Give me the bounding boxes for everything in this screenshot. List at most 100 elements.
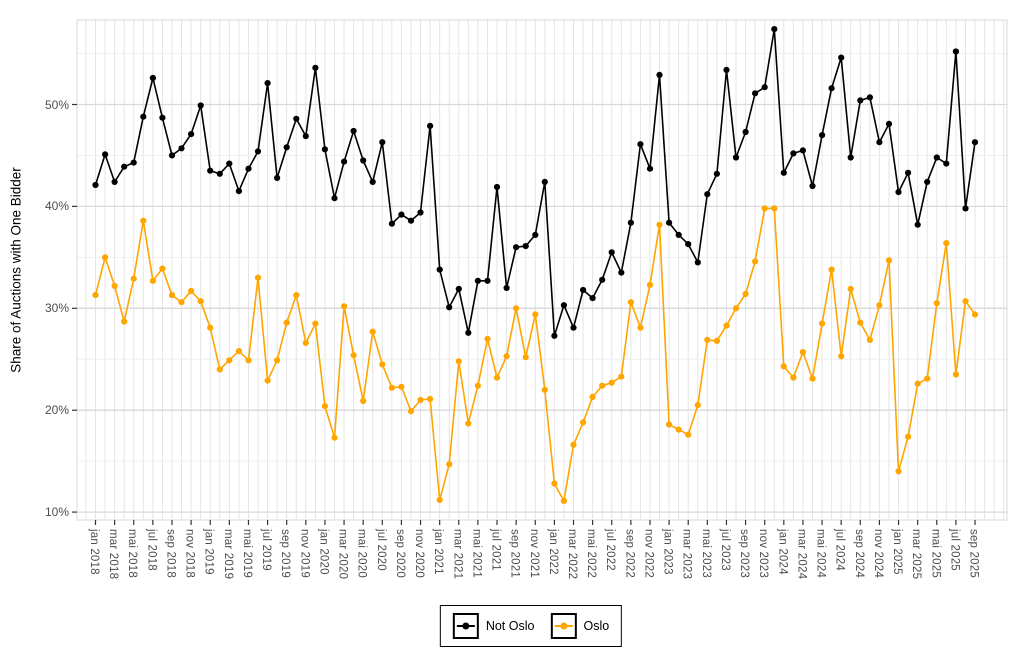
point-oslo [790,374,797,381]
point-oslo [828,266,835,273]
x-tick-label: jul 2022 [604,529,617,571]
point-oslo [407,408,415,415]
point-not-oslo [465,329,472,336]
x-tick-label: mai 2020 [355,529,368,578]
point-not-oslo [570,324,577,331]
point-not-oslo [121,163,128,170]
x-tick-label: jan 2024 [776,529,789,575]
legend: Not Oslo Oslo [439,605,623,647]
point-not-oslo [149,74,156,82]
x-tick-label: nov 2023 [757,529,770,578]
x-tick-label: mar 2022 [566,529,578,580]
point-oslo [704,336,711,343]
point-not-oslo [541,178,548,185]
point-not-oslo [656,71,663,78]
x-tick-label: jan 2020 [317,529,330,575]
point-not-oslo [417,209,424,216]
point-not-oslo [933,154,940,161]
point-not-oslo [752,90,759,97]
point-oslo [197,298,204,305]
point-not-oslo [780,169,787,176]
point-oslo [637,324,644,331]
x-tick-label: mai 2021 [470,529,483,578]
point-not-oslo [398,211,405,218]
point-oslo [245,357,252,364]
point-not-oslo [580,286,587,294]
point-oslo [446,461,453,468]
point-oslo [465,420,472,427]
y-tick-label: 40% [44,199,69,214]
point-oslo [216,366,223,373]
point-oslo [283,319,290,326]
y-tick-label: 20% [44,403,69,418]
point-oslo [905,433,912,440]
x-tick-label: sep 2018 [164,529,177,578]
point-oslo [121,318,128,325]
point-oslo [646,281,654,288]
point-not-oslo [666,219,673,226]
point-oslo [857,319,864,326]
x-tick-label: mar 2021 [451,529,464,580]
x-tick-label: mai 2022 [585,529,598,578]
point-not-oslo [474,277,481,284]
point-oslo [971,311,979,318]
point-oslo [235,348,242,355]
legend-key-oslo-icon [550,613,577,639]
point-oslo [656,221,663,228]
point-oslo [455,358,462,365]
point-not-oslo [455,285,462,292]
point-oslo [493,374,501,381]
x-tick-label: nov 2018 [183,529,196,578]
panel-border [76,19,1008,521]
x-tick-label: mai 2018 [126,529,139,578]
x-tick-label: jul 2020 [374,529,387,571]
x-tick-label: mai 2025 [929,529,942,578]
point-oslo [895,468,902,475]
point-not-oslo [312,64,319,71]
point-oslo [771,205,778,212]
point-oslo [666,421,673,428]
point-not-oslo [484,277,491,284]
point-oslo [274,357,281,364]
point-not-oslo [111,178,118,185]
point-not-oslo [819,132,826,139]
y-tick-label: 10% [44,505,69,520]
point-not-oslo [847,154,854,161]
point-not-oslo [924,178,931,185]
point-not-oslo [971,139,979,146]
legend-item-oslo: Oslo [550,613,609,639]
point-not-oslo [962,205,969,212]
point-oslo [350,352,357,359]
point-oslo [207,324,214,331]
point-oslo [732,305,740,312]
x-tick-label: mai 2024 [814,529,827,578]
point-not-oslo [168,152,176,159]
point-oslo [943,240,950,247]
x-tick-label: nov 2022 [642,529,655,578]
point-not-oslo [188,131,195,138]
point-oslo [608,379,615,386]
point-oslo [102,254,109,261]
point-not-oslo [522,243,529,250]
point-oslo [159,265,166,272]
point-oslo [264,377,271,384]
point-not-oslo [293,115,300,122]
point-not-oslo [102,151,109,158]
point-oslo [130,275,137,282]
point-not-oslo [503,284,510,291]
point-not-oslo [646,165,654,172]
point-oslo [92,292,99,299]
x-tick-label: jan 2021 [432,529,445,575]
point-not-oslo [130,159,137,166]
point-oslo [589,393,596,401]
point-oslo [417,396,424,404]
point-oslo [302,339,309,346]
point-not-oslo [828,85,835,92]
point-not-oslo [694,259,701,266]
point-not-oslo [618,269,625,276]
point-not-oslo [838,54,845,61]
point-not-oslo [790,150,797,157]
point-not-oslo [599,276,606,283]
point-oslo [427,395,434,403]
x-tick-label: jul 2023 [718,529,731,571]
